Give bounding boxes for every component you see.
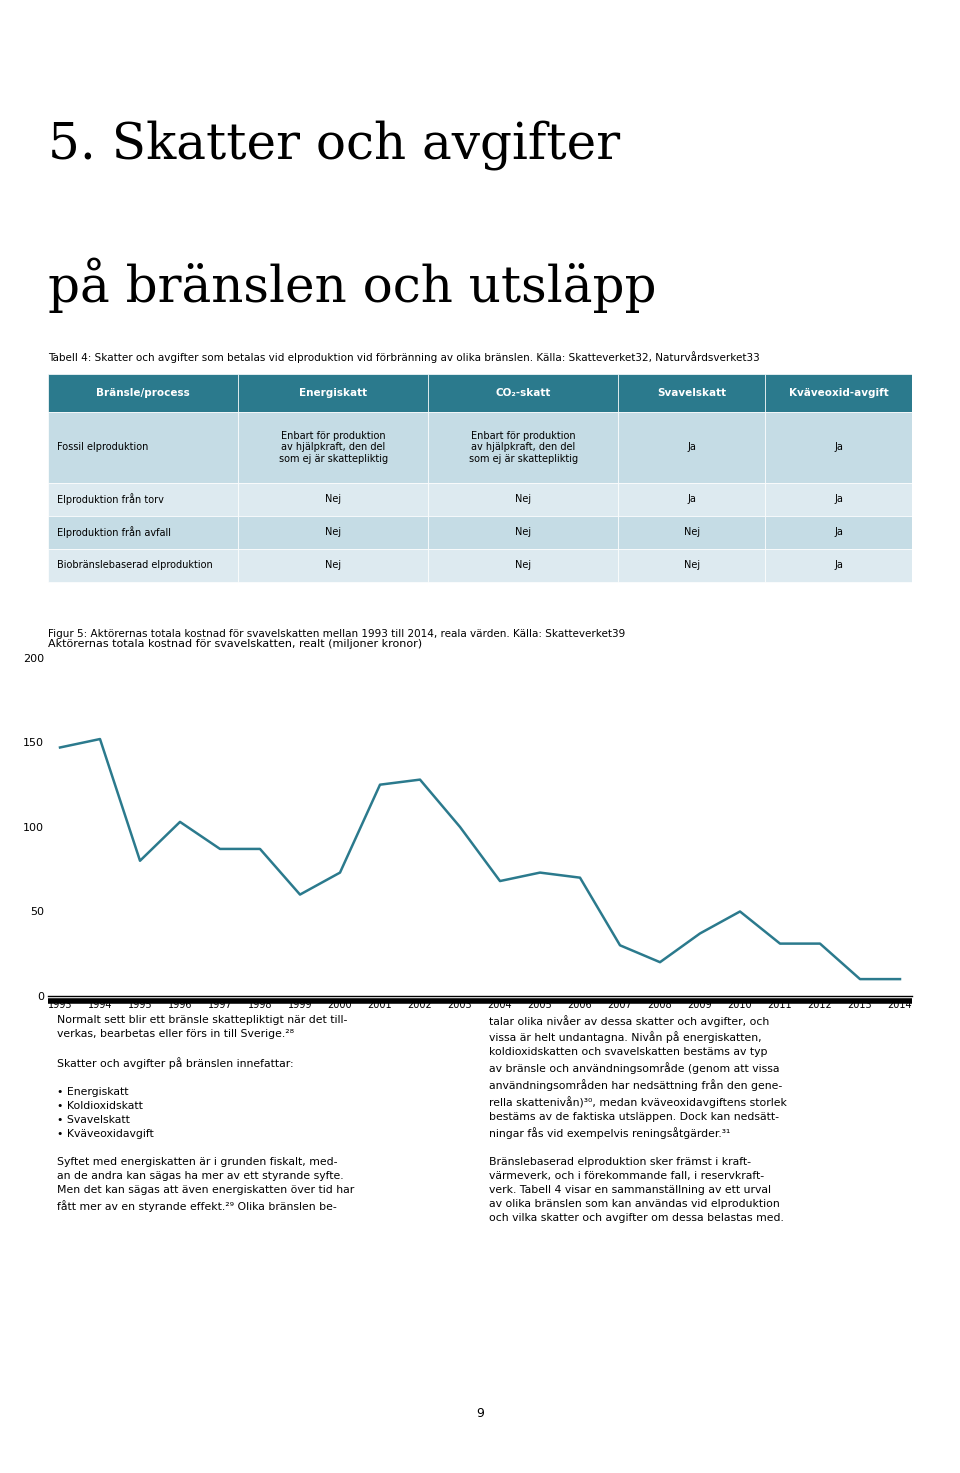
Text: Normalt sett blir ett bränsle skattepliktigt när det till-
verkas, bearbetas ell: Normalt sett blir ett bränsle skatteplik…	[57, 1015, 354, 1212]
Text: på bränslen och utsläpp: på bränslen och utsläpp	[48, 258, 657, 312]
Text: Ja: Ja	[834, 560, 843, 570]
FancyBboxPatch shape	[428, 549, 618, 582]
FancyBboxPatch shape	[765, 549, 912, 582]
Text: Ja: Ja	[834, 527, 843, 538]
Text: Fossil elproduktion: Fossil elproduktion	[57, 442, 148, 452]
FancyBboxPatch shape	[765, 374, 912, 412]
FancyBboxPatch shape	[428, 412, 618, 483]
FancyBboxPatch shape	[765, 516, 912, 549]
FancyBboxPatch shape	[618, 374, 765, 412]
Text: Nej: Nej	[516, 527, 531, 538]
FancyBboxPatch shape	[618, 483, 765, 516]
FancyBboxPatch shape	[428, 483, 618, 516]
FancyBboxPatch shape	[428, 374, 618, 412]
FancyBboxPatch shape	[238, 412, 428, 483]
FancyBboxPatch shape	[618, 412, 765, 483]
FancyBboxPatch shape	[238, 483, 428, 516]
Text: Nej: Nej	[516, 495, 531, 504]
FancyBboxPatch shape	[48, 516, 238, 549]
Text: Nej: Nej	[516, 560, 531, 570]
FancyBboxPatch shape	[48, 549, 238, 582]
Text: Ja: Ja	[687, 495, 696, 504]
Text: CO₂-skatt: CO₂-skatt	[495, 387, 551, 398]
FancyBboxPatch shape	[238, 516, 428, 549]
Text: Elproduktion från torv: Elproduktion från torv	[57, 493, 163, 505]
FancyBboxPatch shape	[765, 483, 912, 516]
Text: Figur 5: Aktörernas totala kostnad för svavelskatten mellan 1993 till 2014, real: Figur 5: Aktörernas totala kostnad för s…	[48, 629, 625, 639]
Text: Enbart för produktion
av hjälpkraft, den del
som ej är skattepliktig: Enbart för produktion av hjälpkraft, den…	[468, 430, 578, 464]
Text: 5. Skatter och avgifter: 5. Skatter och avgifter	[48, 121, 620, 171]
Text: Aktörernas totala kostnad för svavelskatten, realt (miljoner kronor): Aktörernas totala kostnad för svavelskat…	[48, 639, 422, 648]
Text: Svavelskatt: Svavelskatt	[657, 387, 727, 398]
FancyBboxPatch shape	[48, 483, 238, 516]
Text: Ja: Ja	[687, 442, 696, 452]
Text: Ja: Ja	[834, 495, 843, 504]
Text: Enbart för produktion
av hjälpkraft, den del
som ej är skattepliktig: Enbart för produktion av hjälpkraft, den…	[278, 430, 388, 464]
Text: Ja: Ja	[834, 442, 843, 452]
Text: talar olika nivåer av dessa skatter och avgifter, och
vissa är helt undantagna. : talar olika nivåer av dessa skatter och …	[489, 1015, 786, 1223]
Text: Elproduktion från avfall: Elproduktion från avfall	[57, 526, 171, 538]
Text: Nej: Nej	[325, 527, 341, 538]
Text: Nej: Nej	[325, 495, 341, 504]
FancyBboxPatch shape	[765, 412, 912, 483]
Text: Bränsle/process: Bränsle/process	[96, 387, 190, 398]
Text: 9: 9	[476, 1407, 484, 1420]
Text: Biobränslebaserad elproduktion: Biobränslebaserad elproduktion	[57, 560, 212, 570]
FancyBboxPatch shape	[48, 374, 238, 412]
Text: Nej: Nej	[684, 527, 700, 538]
Text: Kväveoxid-avgift: Kväveoxid-avgift	[789, 387, 888, 398]
Text: Tabell 4: Skatter och avgifter som betalas vid elproduktion vid förbränning av o: Tabell 4: Skatter och avgifter som betal…	[48, 351, 759, 362]
FancyBboxPatch shape	[618, 516, 765, 549]
FancyBboxPatch shape	[238, 549, 428, 582]
FancyBboxPatch shape	[618, 549, 765, 582]
Text: Nej: Nej	[325, 560, 341, 570]
FancyBboxPatch shape	[238, 374, 428, 412]
FancyBboxPatch shape	[428, 516, 618, 549]
Text: Nej: Nej	[684, 560, 700, 570]
FancyBboxPatch shape	[48, 412, 238, 483]
Text: Energiskatt: Energiskatt	[300, 387, 367, 398]
